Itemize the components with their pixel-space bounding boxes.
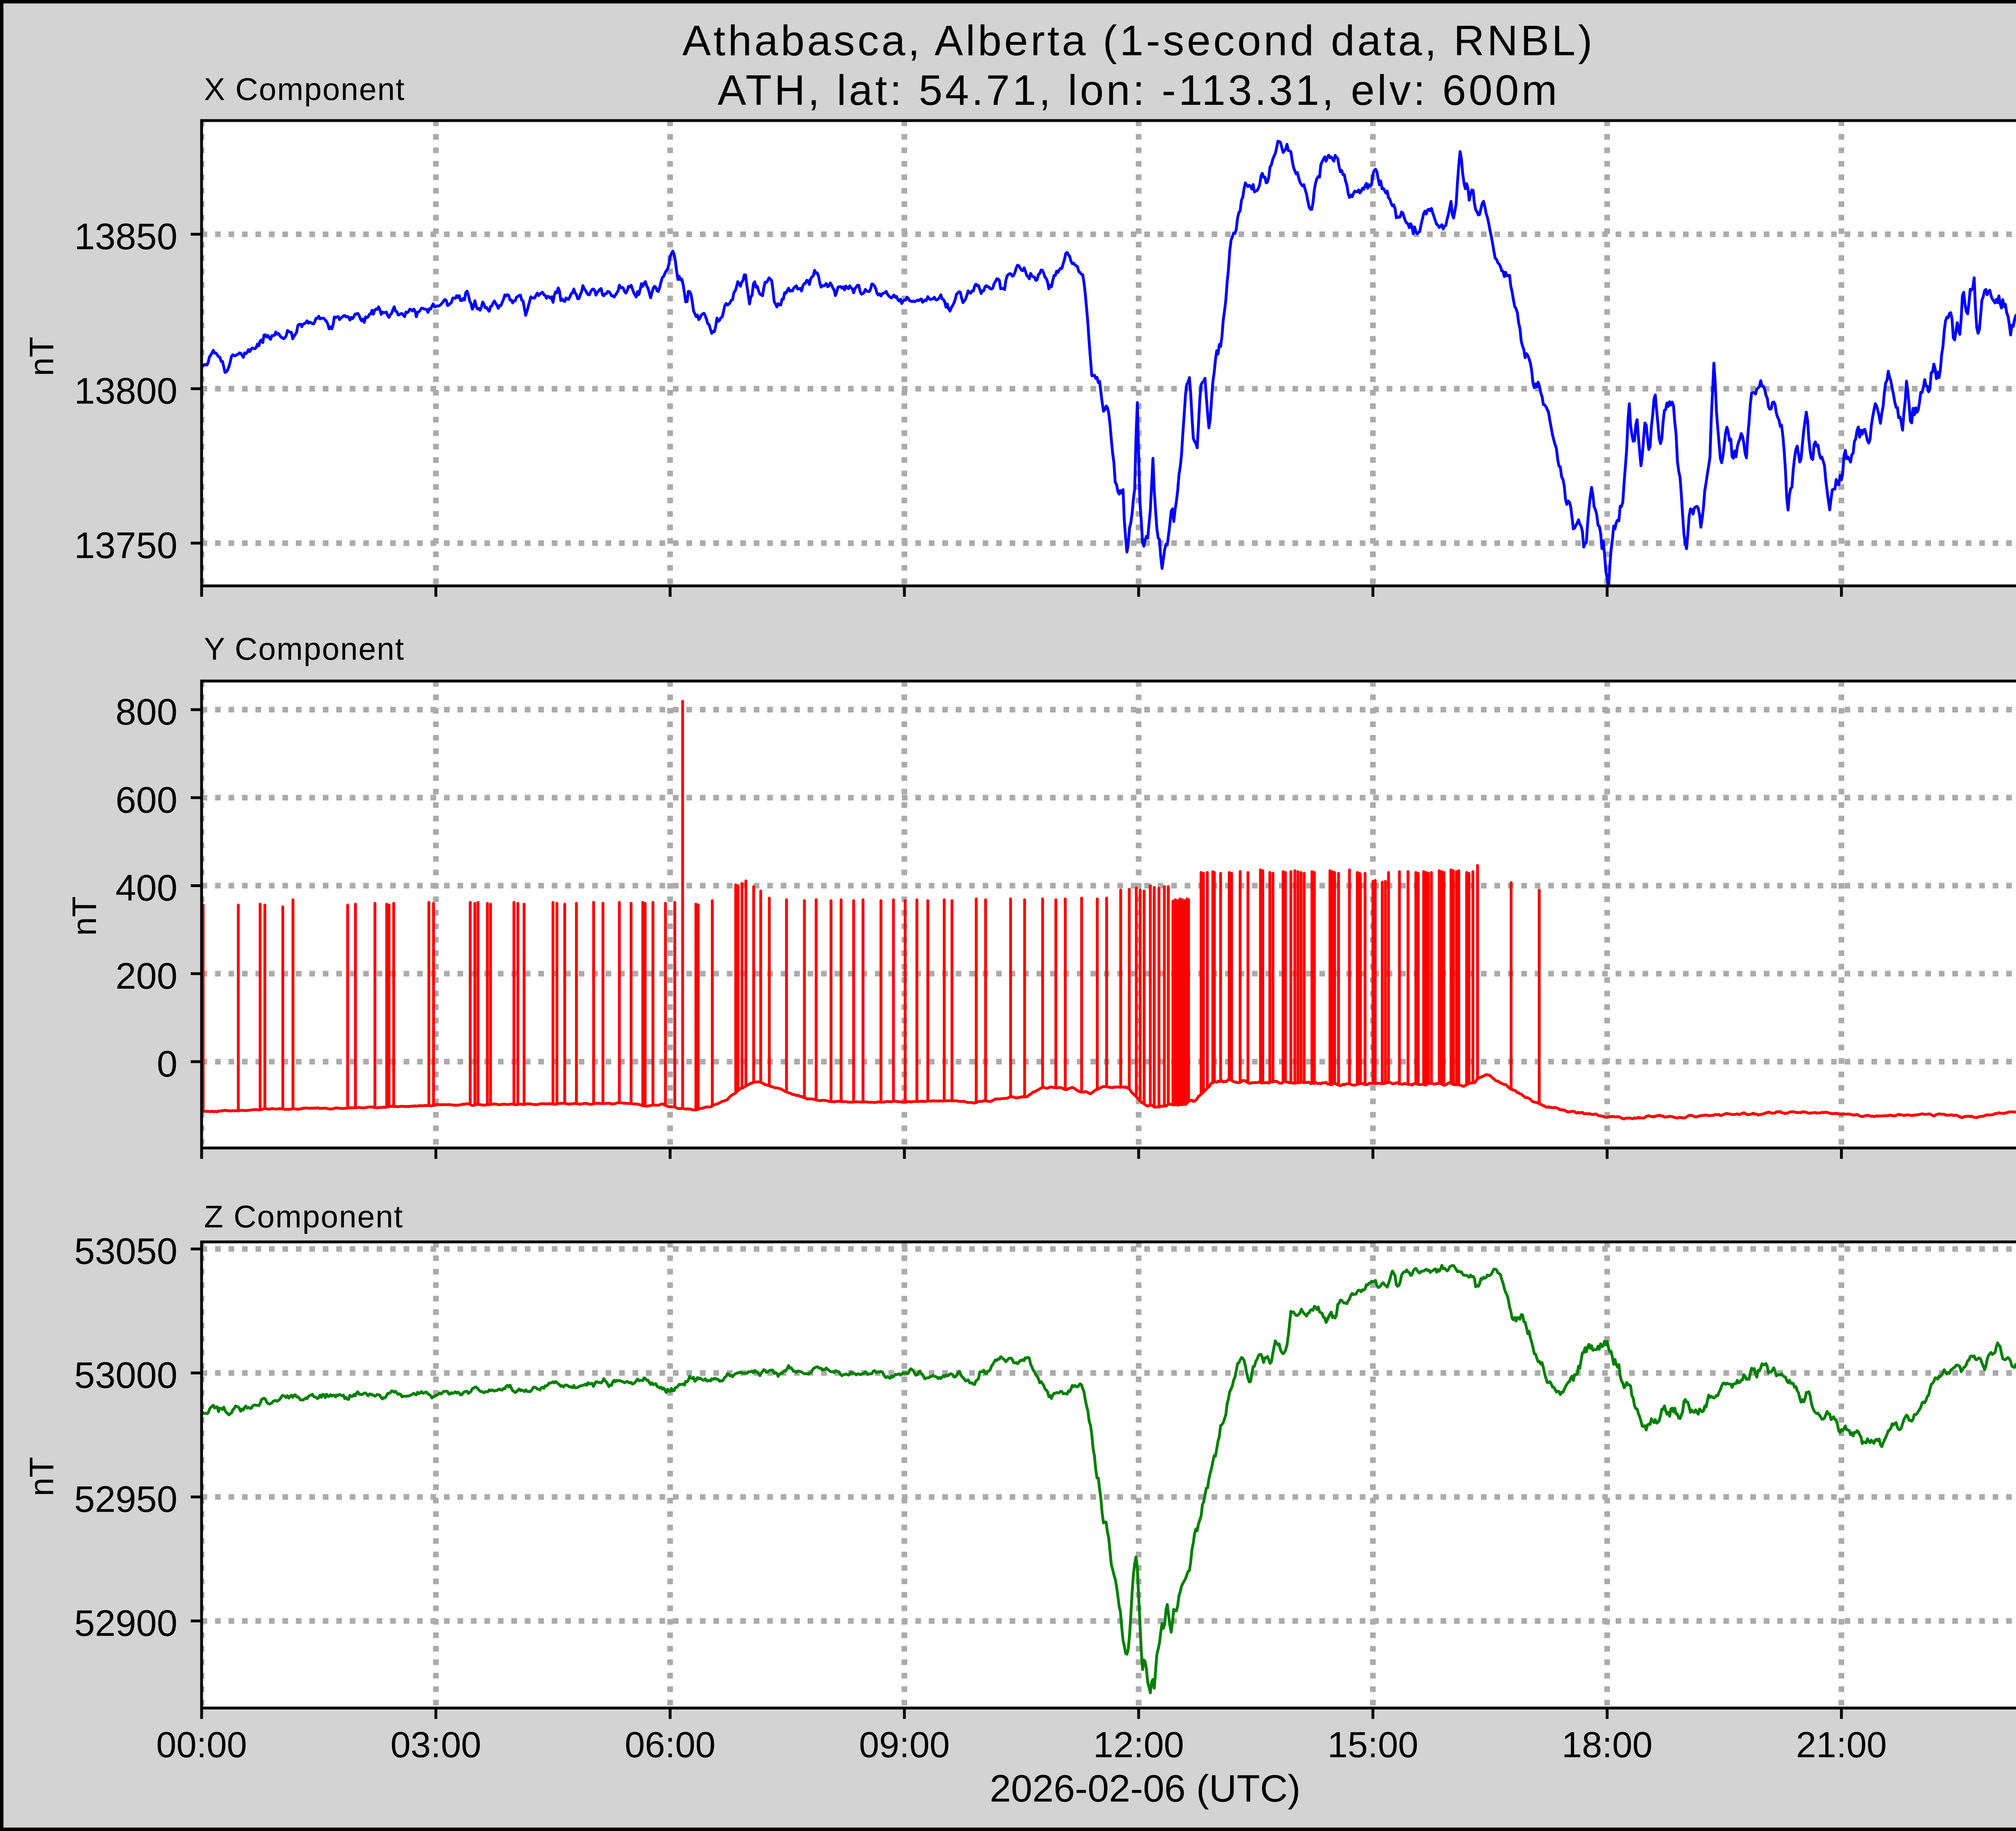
svg-text:2026-02-06 (UTC): 2026-02-06 (UTC) <box>990 1767 1301 1810</box>
svg-text:13750: 13750 <box>74 525 177 566</box>
svg-text:nT: nT <box>23 1457 60 1496</box>
svg-text:400: 400 <box>116 868 178 909</box>
svg-text:200: 200 <box>116 956 178 997</box>
svg-text:0: 0 <box>157 1044 177 1085</box>
svg-text:09:00: 09:00 <box>859 1725 950 1765</box>
svg-text:21:00: 21:00 <box>1796 1725 1887 1765</box>
svg-text:13850: 13850 <box>74 216 177 257</box>
svg-text:800: 800 <box>116 692 178 733</box>
svg-text:ATH, lat: 54.71, lon: -113.31,: ATH, lat: 54.71, lon: -113.31, elv: 600m <box>718 67 1560 114</box>
svg-text:13800: 13800 <box>74 371 177 412</box>
svg-text:52900: 52900 <box>74 1603 177 1644</box>
svg-text:Y Component: Y Component <box>204 631 405 667</box>
svg-text:600: 600 <box>116 779 178 821</box>
svg-text:Z Component: Z Component <box>204 1199 404 1234</box>
svg-text:53050: 53050 <box>74 1231 177 1272</box>
svg-text:X Component: X Component <box>204 71 405 107</box>
svg-text:06:00: 06:00 <box>625 1725 715 1765</box>
svg-text:18:00: 18:00 <box>1562 1725 1652 1765</box>
svg-text:03:00: 03:00 <box>390 1725 481 1765</box>
svg-text:15:00: 15:00 <box>1327 1725 1418 1765</box>
svg-text:nT: nT <box>23 337 60 376</box>
svg-text:53000: 53000 <box>74 1355 177 1396</box>
svg-text:00:00: 00:00 <box>156 1725 247 1765</box>
svg-text:52950: 52950 <box>74 1479 177 1520</box>
svg-text:Athabasca, Alberta (1-second d: Athabasca, Alberta (1-second data, RNBL) <box>682 17 1595 65</box>
svg-text:nT: nT <box>65 896 103 936</box>
svg-text:12:00: 12:00 <box>1093 1725 1184 1765</box>
